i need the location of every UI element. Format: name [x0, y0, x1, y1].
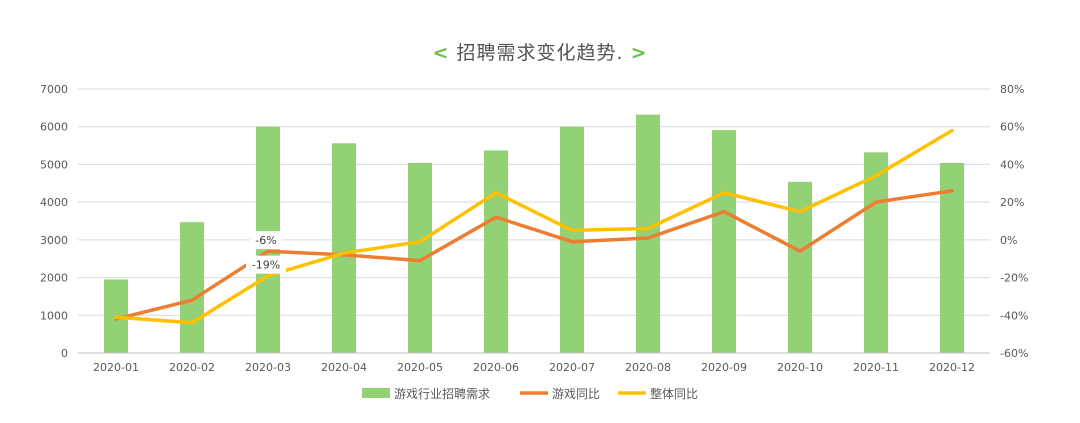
bar: [332, 143, 356, 353]
legend: 游戏行业招聘需求 游戏同比 整体同比: [362, 386, 698, 401]
y-right-tick-label: 60%: [1000, 121, 1024, 134]
x-tick-label: 2020-11: [853, 361, 899, 374]
y-left-tick-label: 0: [61, 347, 68, 360]
bar: [408, 162, 432, 353]
chart-title-text: 招聘需求变化趋势.: [456, 42, 624, 64]
chart-title: < 招聘需求变化趋势. >: [0, 38, 1080, 65]
y-left-tick-label: 3000: [40, 234, 68, 247]
bar: [712, 130, 736, 353]
y-right-tick-label: -60%: [1000, 347, 1028, 360]
x-tick-label: 2020-09: [701, 361, 747, 374]
legend-label: 游戏同比: [552, 387, 600, 401]
y-left-tick-label: 5000: [40, 158, 68, 171]
legend-swatch-bar: [362, 388, 390, 398]
y-right-tick-label: -20%: [1000, 272, 1028, 285]
bar: [180, 222, 204, 353]
data-label-box: [246, 255, 286, 274]
y-right-tick-label: 40%: [1000, 158, 1024, 171]
x-tick-label: 2020-06: [473, 361, 519, 374]
line-series: [114, 128, 954, 325]
x-tick-label: 2020-03: [245, 361, 291, 374]
data-label: -6%: [255, 234, 276, 247]
axes: 0 1000 2000 3000 4000 5000 6000 7000 -60% -40% -20…: [40, 83, 1028, 374]
series-line: [114, 128, 954, 325]
data-label: -19%: [252, 259, 280, 272]
x-tick-label: 2020-02: [169, 361, 215, 374]
data-label-box: [250, 231, 282, 250]
x-tick-label: 2020-10: [777, 361, 823, 374]
title-right-bracket: >: [630, 42, 648, 64]
x-tick-label: 2020-01: [93, 361, 139, 374]
title-left-bracket: <: [432, 42, 450, 64]
y-left-tick-label: 7000: [40, 83, 68, 96]
x-tick-label: 2020-08: [625, 361, 671, 374]
legend-label: 游戏行业招聘需求: [394, 387, 490, 401]
x-tick-label: 2020-12: [929, 361, 975, 374]
x-tick-label: 2020-04: [321, 361, 367, 374]
gridlines: [78, 88, 990, 316]
x-tick-label: 2020-07: [549, 361, 595, 374]
bar: [484, 150, 508, 353]
legend-label: 整体同比: [650, 386, 698, 401]
y-left-tick-label: 6000: [40, 121, 68, 134]
y-right-tick-label: -40%: [1000, 309, 1028, 322]
y-right-tick-label: 0%: [1000, 234, 1017, 247]
x-tick-label: 2020-05: [397, 361, 443, 374]
y-left-tick-label: 1000: [40, 309, 68, 322]
y-left-tick-label: 4000: [40, 196, 68, 209]
y-right-tick-label: 80%: [1000, 83, 1024, 96]
y-right-tick-label: 20%: [1000, 196, 1024, 209]
data-labels: -6% -19%: [246, 231, 286, 274]
bar: [864, 152, 888, 353]
bar-series: [104, 114, 964, 353]
bar: [940, 162, 964, 353]
y-left-tick-label: 2000: [40, 272, 68, 285]
